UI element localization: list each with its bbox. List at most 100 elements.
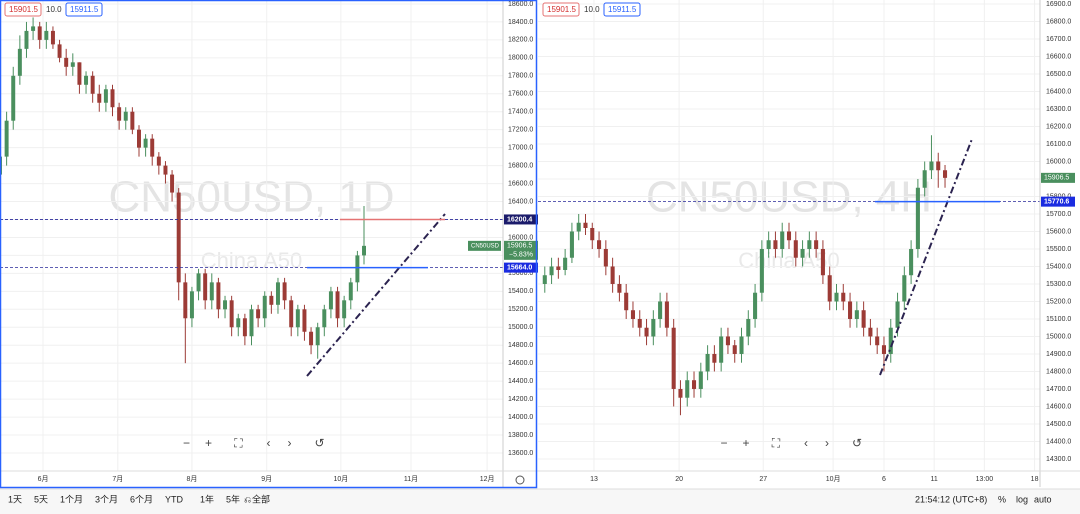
candle-body: [289, 300, 294, 328]
range-button[interactable]: 1天: [8, 494, 22, 504]
range-button[interactable]: 3个月: [95, 494, 118, 504]
candle-body: [170, 174, 175, 193]
nav-button[interactable]: ‹: [804, 436, 808, 450]
nav-button[interactable]: ⛶: [771, 436, 781, 450]
goto-date-icon[interactable]: ⎌: [244, 494, 251, 504]
nav-button[interactable]: ›: [825, 436, 829, 450]
y-tick-label: 15000.0: [508, 324, 533, 331]
trend-line: [879, 138, 973, 376]
ask-box[interactable]: [65, 2, 103, 17]
candle-body: [624, 292, 629, 311]
candle-body: [909, 248, 914, 276]
y-tick-label: 16300.0: [1046, 106, 1071, 113]
gear-icon[interactable]: [515, 475, 525, 485]
scale-option[interactable]: %: [998, 494, 1006, 504]
y-tick-label: 17000.0: [508, 144, 533, 151]
range-button[interactable]: 全部: [252, 493, 270, 504]
level-price-box: [1041, 196, 1075, 207]
candle-body: [176, 192, 181, 283]
candle-body: [841, 292, 846, 302]
candle-body: [651, 318, 656, 337]
y-tick-label: 14500.0: [1046, 421, 1071, 428]
y-tick-label: 15400.0: [508, 288, 533, 295]
candle-body: [563, 257, 568, 270]
nav-button[interactable]: ⛶: [233, 436, 243, 450]
candle-body: [590, 227, 595, 241]
candle-body: [163, 165, 168, 175]
x-tick-label: 20: [675, 476, 683, 483]
candle-body: [671, 327, 676, 389]
y-tick-label: 14800.0: [1046, 368, 1071, 375]
range-button[interactable]: 1年: [200, 493, 214, 504]
nav-button[interactable]: ‹: [267, 436, 271, 450]
scale-option[interactable]: auto: [1034, 494, 1052, 504]
ask-box[interactable]: [603, 2, 641, 17]
last-price-label: 15906.5: [507, 243, 532, 250]
candle-body: [328, 291, 333, 310]
y-tick-label: 15500.0: [1046, 246, 1071, 253]
level-price-label: 15770.6: [1044, 198, 1069, 205]
candle-body: [295, 309, 300, 328]
nav-button[interactable]: ›: [288, 436, 292, 450]
y-tick-label: 15600.0: [1046, 228, 1071, 235]
candle-body: [630, 310, 636, 319]
candle-body: [50, 30, 55, 45]
x-tick-label: 13: [590, 476, 598, 483]
nav-button[interactable]: ↺: [314, 436, 324, 450]
candle-body: [70, 62, 75, 67]
range-button[interactable]: 6个月: [130, 494, 153, 504]
scale-option[interactable]: log: [1016, 494, 1028, 504]
level-price-box: [504, 214, 538, 225]
range-button[interactable]: 5天: [34, 494, 48, 504]
candle-body: [719, 336, 724, 363]
y-tick-label: 14900.0: [1046, 351, 1071, 358]
candle-body: [685, 380, 690, 398]
y-tick-label: 16800.0: [1046, 18, 1071, 25]
candle-body: [44, 30, 49, 40]
candle-body: [282, 282, 287, 301]
candle-body: [786, 231, 792, 241]
candle-body: [664, 301, 669, 328]
bid-box[interactable]: [4, 2, 42, 17]
x-tick-label: 11月: [404, 475, 418, 483]
candle-body: [854, 310, 859, 319]
range-button[interactable]: 1个月: [60, 494, 83, 504]
y-tick-label: 14600.0: [508, 360, 533, 367]
level-price-label: 16200.4: [507, 216, 532, 223]
nav-button[interactable]: ↺: [852, 436, 862, 450]
candle-body: [834, 292, 839, 302]
candles: [0, 17, 948, 416]
spread: 10.0: [584, 5, 600, 14]
settings-gear[interactable]: [515, 475, 525, 485]
nav-button[interactable]: −: [720, 436, 727, 450]
last-price-box: [1041, 172, 1075, 183]
y-tick-label: 16900.0: [1046, 1, 1071, 8]
candle-body: [746, 318, 751, 337]
nav-button[interactable]: −: [183, 436, 190, 450]
y-tick-label: 14300.0: [1046, 456, 1071, 463]
candle-body: [156, 156, 161, 166]
range-button[interactable]: YTD: [165, 494, 184, 504]
active-panel-border: [0, 0, 538, 489]
bid-box[interactable]: [542, 2, 580, 17]
candle-body: [84, 75, 89, 85]
candle-body: [549, 266, 554, 276]
change-label: −5.83%: [509, 252, 533, 259]
candle-body: [143, 138, 148, 148]
x-tick-label: 10月: [333, 475, 348, 483]
candle-body: [209, 282, 214, 301]
y-tick-label: 14700.0: [1046, 386, 1071, 393]
candle-body: [242, 318, 247, 337]
y-tick-label: 16000.0: [508, 234, 533, 241]
y-tick-label: 16600.0: [1046, 53, 1071, 60]
candle-body: [881, 345, 887, 354]
x-tick-label: 12月: [480, 475, 495, 483]
candle-body: [814, 240, 819, 249]
nav-button[interactable]: +: [742, 436, 749, 450]
candle-body: [644, 327, 649, 337]
range-button[interactable]: 5年: [226, 493, 240, 504]
y-tick-label: 14200.0: [508, 396, 533, 403]
ask-price: 15911.5: [608, 5, 637, 14]
nav-button[interactable]: +: [205, 436, 212, 450]
